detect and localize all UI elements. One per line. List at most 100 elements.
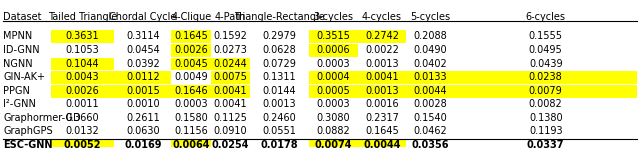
- FancyBboxPatch shape: [172, 44, 211, 57]
- FancyBboxPatch shape: [406, 85, 454, 98]
- Text: 0.0026: 0.0026: [65, 86, 99, 96]
- Text: 0.1193: 0.1193: [529, 126, 563, 136]
- Text: 0.0004: 0.0004: [317, 72, 350, 82]
- Text: 0.0041: 0.0041: [214, 86, 248, 96]
- Text: 0.0013: 0.0013: [365, 59, 399, 69]
- Text: 0.0079: 0.0079: [529, 86, 563, 96]
- Text: PPGN: PPGN: [3, 86, 30, 96]
- Text: 0.0010: 0.0010: [126, 99, 159, 109]
- FancyBboxPatch shape: [51, 71, 115, 84]
- Text: 0.3080: 0.3080: [317, 113, 350, 123]
- Text: 0.2979: 0.2979: [262, 31, 296, 41]
- Text: 0.1380: 0.1380: [529, 113, 563, 123]
- Text: 4-Clique: 4-Clique: [171, 12, 211, 22]
- Text: 0.0082: 0.0082: [529, 99, 563, 109]
- Text: 0.0254: 0.0254: [212, 140, 250, 150]
- FancyBboxPatch shape: [51, 139, 115, 152]
- Text: 0.0044: 0.0044: [363, 140, 401, 150]
- FancyBboxPatch shape: [211, 85, 250, 98]
- Text: 0.2742: 0.2742: [365, 31, 399, 41]
- Text: 0.0006: 0.0006: [317, 45, 350, 55]
- Text: 0.0133: 0.0133: [413, 72, 447, 82]
- Text: 0.3114: 0.3114: [126, 31, 159, 41]
- Text: 0.0005: 0.0005: [317, 86, 350, 96]
- Text: 0.0402: 0.0402: [413, 59, 447, 69]
- Text: 0.0132: 0.0132: [65, 126, 99, 136]
- FancyBboxPatch shape: [454, 85, 637, 98]
- Text: 0.2317: 0.2317: [365, 113, 399, 123]
- Text: ID-GNN: ID-GNN: [3, 45, 40, 55]
- Text: 0.3660: 0.3660: [66, 113, 99, 123]
- Text: 0.0045: 0.0045: [175, 59, 208, 69]
- Text: 0.0628: 0.0628: [262, 45, 296, 55]
- Text: 0.1645: 0.1645: [365, 126, 399, 136]
- FancyBboxPatch shape: [454, 71, 637, 84]
- Text: 0.0454: 0.0454: [126, 45, 159, 55]
- Text: 0.0043: 0.0043: [66, 72, 99, 82]
- Text: 0.0015: 0.0015: [126, 86, 159, 96]
- Text: 0.2611: 0.2611: [126, 113, 159, 123]
- Text: 0.0392: 0.0392: [126, 59, 159, 69]
- Text: 0.1540: 0.1540: [413, 113, 447, 123]
- Text: 0.1156: 0.1156: [175, 126, 208, 136]
- Text: 0.0016: 0.0016: [365, 99, 399, 109]
- Text: 0.0013: 0.0013: [262, 99, 296, 109]
- Text: 4-cycles: 4-cycles: [362, 12, 402, 22]
- Text: 0.0052: 0.0052: [64, 140, 101, 150]
- Text: 0.0729: 0.0729: [262, 59, 296, 69]
- Text: 0.0169: 0.0169: [124, 140, 161, 150]
- Text: 0.0003: 0.0003: [175, 99, 208, 109]
- FancyBboxPatch shape: [358, 139, 406, 152]
- Text: 0.0028: 0.0028: [413, 99, 447, 109]
- FancyBboxPatch shape: [172, 139, 211, 152]
- Text: 0.1053: 0.1053: [65, 45, 99, 55]
- Text: 0.3631: 0.3631: [66, 31, 99, 41]
- Text: 3-cycles: 3-cycles: [314, 12, 353, 22]
- Text: 0.0049: 0.0049: [175, 72, 208, 82]
- Text: Tailed Triangle: Tailed Triangle: [48, 12, 117, 22]
- Text: 0.0041: 0.0041: [214, 99, 248, 109]
- Text: 0.0075: 0.0075: [214, 72, 248, 82]
- Text: 0.1580: 0.1580: [175, 113, 208, 123]
- FancyBboxPatch shape: [308, 85, 358, 98]
- FancyBboxPatch shape: [406, 71, 454, 84]
- Text: 0.0462: 0.0462: [413, 126, 447, 136]
- Text: 0.1645: 0.1645: [175, 31, 208, 41]
- Text: 0.0013: 0.0013: [365, 86, 399, 96]
- Text: I²-GNN: I²-GNN: [3, 99, 36, 109]
- FancyBboxPatch shape: [308, 30, 358, 43]
- Text: 0.0356: 0.0356: [411, 140, 449, 150]
- Text: 0.0044: 0.0044: [413, 86, 447, 96]
- FancyBboxPatch shape: [211, 58, 250, 71]
- FancyBboxPatch shape: [115, 71, 172, 84]
- Text: 0.0439: 0.0439: [529, 59, 563, 69]
- FancyBboxPatch shape: [308, 71, 358, 84]
- Text: 0.2088: 0.2088: [413, 31, 447, 41]
- Text: 0.0910: 0.0910: [214, 126, 248, 136]
- Text: 0.0273: 0.0273: [214, 45, 248, 55]
- Text: 0.0011: 0.0011: [66, 99, 99, 109]
- FancyBboxPatch shape: [358, 71, 406, 84]
- Text: 0.0630: 0.0630: [126, 126, 159, 136]
- Text: 0.3515: 0.3515: [316, 31, 350, 41]
- Text: 0.1646: 0.1646: [175, 86, 208, 96]
- FancyBboxPatch shape: [358, 85, 406, 98]
- Text: GIN-AK+: GIN-AK+: [3, 72, 45, 82]
- Text: 0.0490: 0.0490: [413, 45, 447, 55]
- FancyBboxPatch shape: [115, 85, 172, 98]
- Text: ESC-GNN: ESC-GNN: [3, 140, 52, 150]
- FancyBboxPatch shape: [172, 30, 211, 43]
- Text: 0.1555: 0.1555: [529, 31, 563, 41]
- Text: 0.0551: 0.0551: [262, 126, 296, 136]
- Text: 4-Path: 4-Path: [215, 12, 246, 22]
- FancyBboxPatch shape: [308, 139, 358, 152]
- Text: 0.0026: 0.0026: [175, 45, 208, 55]
- Text: 0.1592: 0.1592: [214, 31, 248, 41]
- Text: GraphGPS: GraphGPS: [3, 126, 53, 136]
- Text: Triangle-Rectangle: Triangle-Rectangle: [234, 12, 324, 22]
- Text: 0.0244: 0.0244: [214, 59, 248, 69]
- Text: 0.0003: 0.0003: [317, 99, 350, 109]
- Text: 0.0022: 0.0022: [365, 45, 399, 55]
- Text: 0.0112: 0.0112: [126, 72, 159, 82]
- Text: MPNN: MPNN: [3, 31, 33, 41]
